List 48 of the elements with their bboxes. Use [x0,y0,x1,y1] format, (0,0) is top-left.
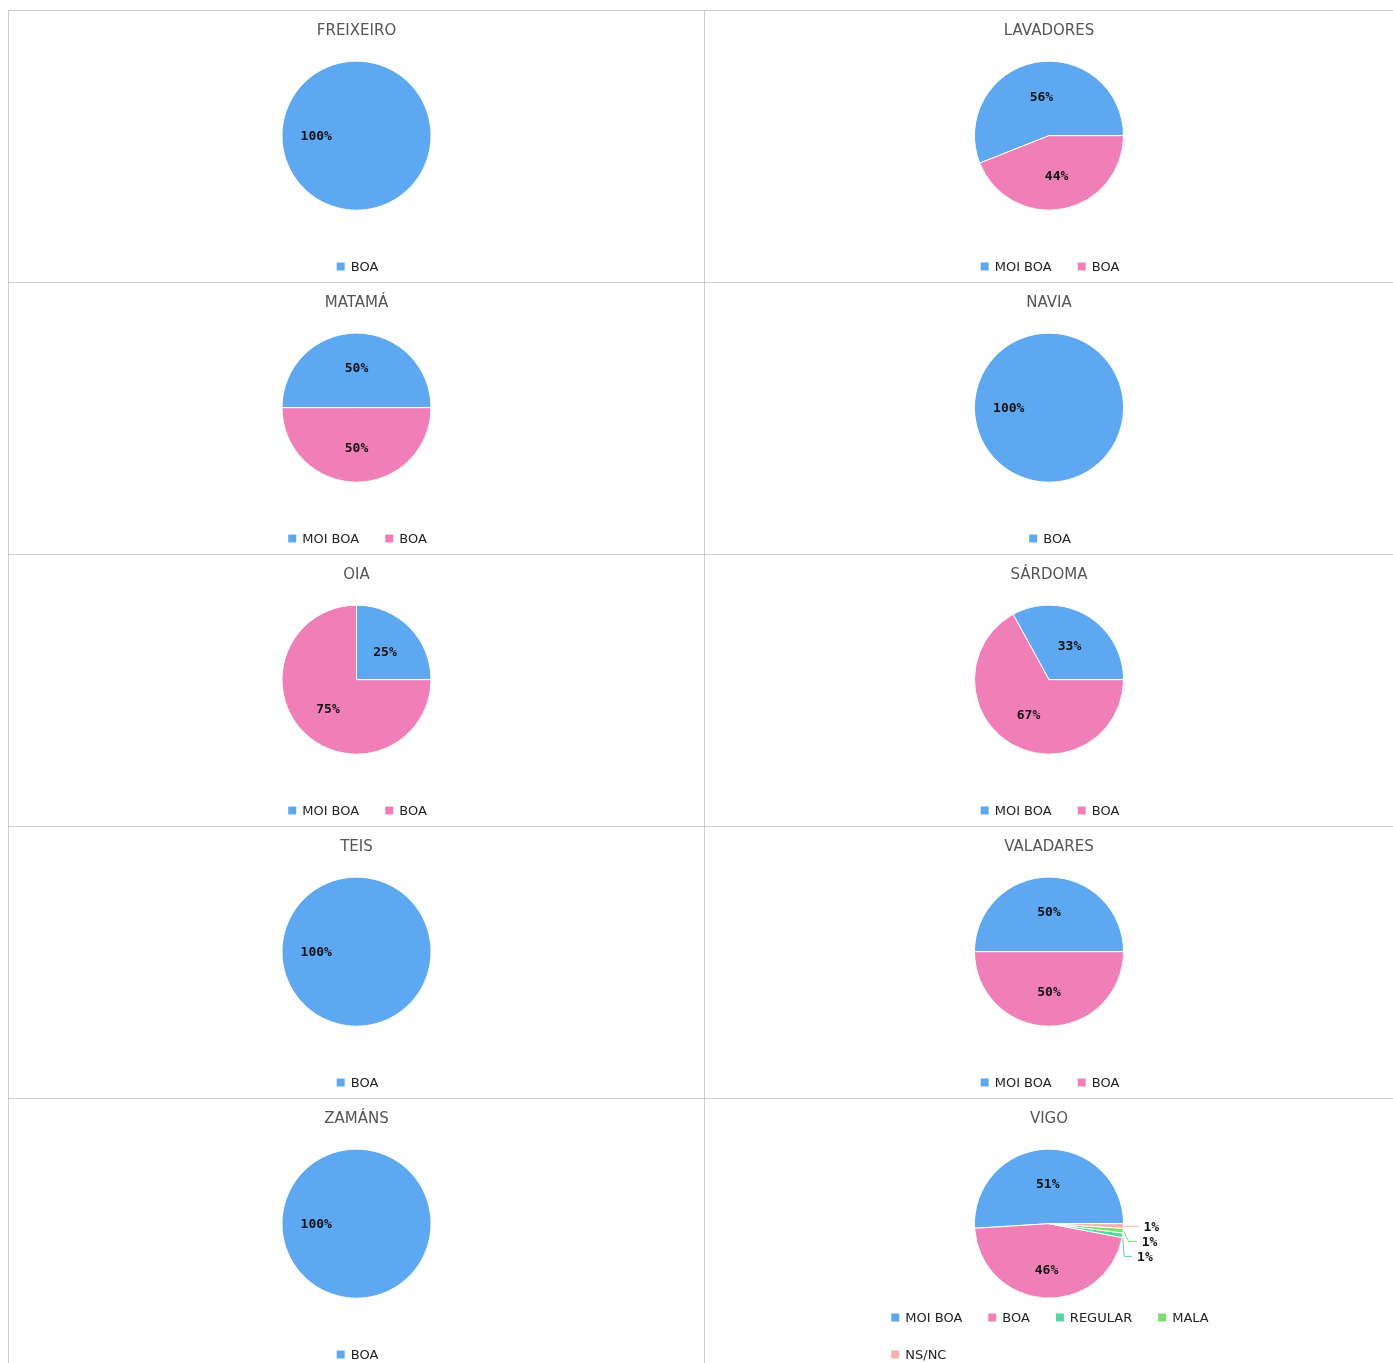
chart-title: TEIS [339,836,373,855]
legend-label: MOI BOA [994,1075,1052,1090]
chart-title: MATAMÁ [324,291,389,311]
data-label: 56% [1029,88,1054,104]
data-label: 100% [300,128,333,144]
chart-title: OIA [343,564,371,583]
legend-label: MOI BOA [994,803,1052,818]
data-label: 100% [300,944,333,960]
data-label: 50% [344,440,369,456]
chart-title: VALADARES [1004,836,1094,855]
legend-label: NS/NC [905,1347,947,1362]
chart-title: NAVIA [1026,292,1073,311]
data-label: 50% [344,359,369,375]
chart-title: VIGO [1029,1108,1069,1127]
legend-label: BOA [1091,1075,1120,1090]
data-label: 67% [1016,706,1041,722]
legend-label: BOA [350,1347,379,1362]
data-label: 50% [1037,984,1061,1000]
legend-label: MALA [1172,1310,1209,1325]
data-label: 51% [1035,1175,1060,1191]
data-label: 75% [316,700,340,716]
chart-title: SÁRDOMA [1010,563,1089,583]
data-label: 50% [1037,903,1061,919]
legend-label: BOA [399,531,427,546]
data-label: 100% [300,1216,333,1232]
legend-label: BOA [1002,1310,1030,1325]
data-label: 1% [1137,1248,1153,1264]
legend-label: BOA [399,803,427,818]
data-label: 1% [1141,1233,1158,1249]
legend-label: BOA [1091,259,1120,274]
legend-label: BOA [1091,803,1120,818]
legend-label: BOA [350,1075,379,1090]
chart-title: FREIXEIRO [316,20,397,39]
data-label: 1% [1143,1218,1160,1234]
legend-label: BOA [1043,531,1071,546]
data-label: 33% [1057,637,1082,653]
legend-label: MOI BOA [302,803,360,818]
data-label: 44% [1044,167,1069,183]
data-label: 100% [993,400,1025,416]
legend-label: REGULAR [1069,1310,1133,1325]
legend-label: MOI BOA [302,531,360,546]
legend-label: MOI BOA [905,1310,963,1325]
data-label: 25% [373,643,397,659]
legend-label: BOA [350,259,379,274]
data-label: 46% [1034,1261,1059,1277]
chart-title: ZAMÁNS [324,1107,389,1127]
legend-label: MOI BOA [994,259,1052,274]
chart-title: LAVADORES [1003,20,1095,39]
